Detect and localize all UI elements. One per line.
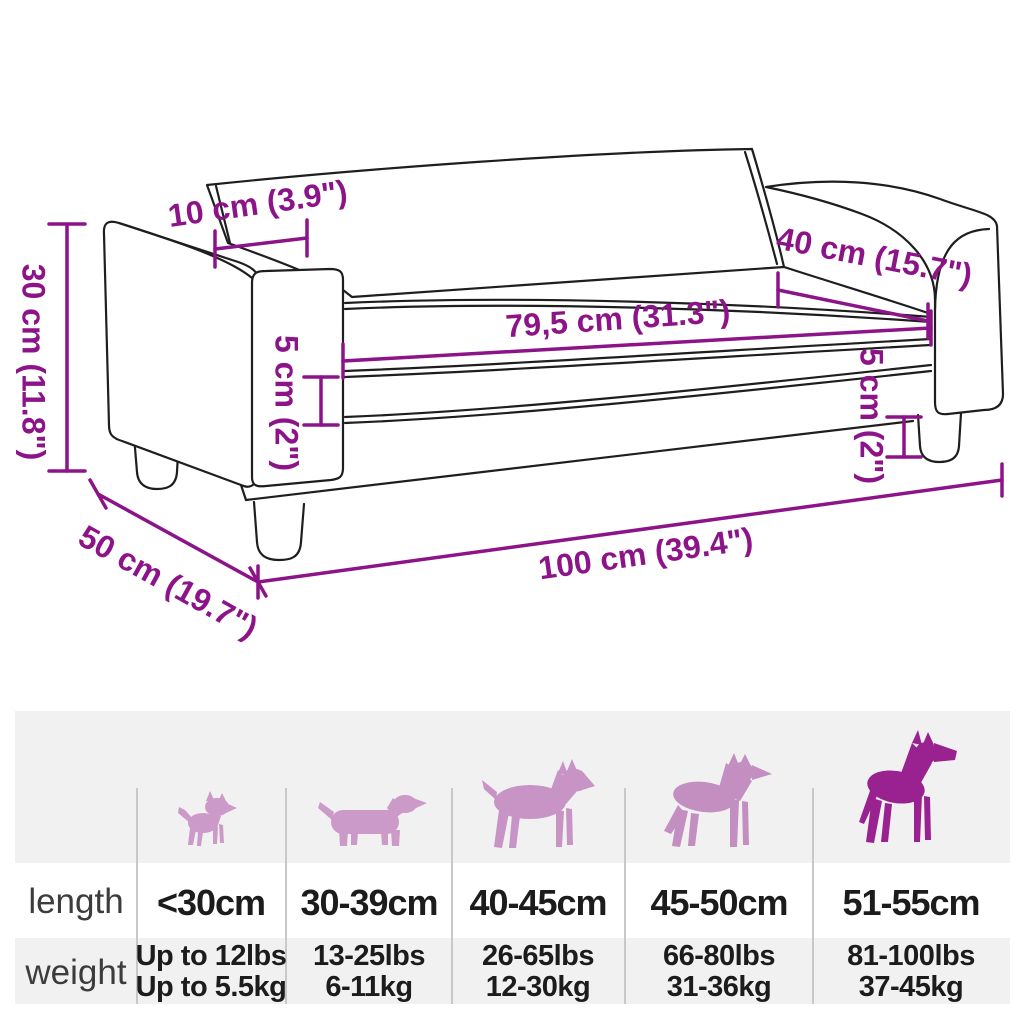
dim-label-cushion-left: 5 cm (2") [269,335,305,471]
dog-icon-bull-terrier [482,759,595,848]
sofa-armrest-left-inner [250,267,345,488]
weight-value: 81-100lbs 37-45kg [847,940,975,1003]
sofa-dimension-diagram: 30 cm (11.8") 10 cm (3.9") 79,5 cm (31.3… [16,147,1005,646]
dimension-height-30cm [47,222,87,473]
column-divider [136,788,138,1004]
dimension-width-100cm [256,462,1004,600]
sofa-base-corner [239,483,248,502]
sofa-seat-rear-edge [782,265,933,316]
length-value: <30cm [156,882,266,923]
sofa-base-bottom-edge [244,419,915,502]
dimension-inner-width-79cm [341,309,933,380]
sofa-outline [102,147,1005,562]
sofa-cushion-seam [343,298,933,319]
sofa-armrest-left-outer [102,220,261,488]
dimension-seat-depth-40cm [776,271,930,340]
sofa-backrest-piping-left [214,184,232,245]
dog-icon-chihuahua [178,791,237,846]
dimension-cushion-right-5cm [885,415,923,459]
dimension-lines [47,218,1004,600]
sofa-backrest-piping-right [743,150,779,266]
sofa-cushion-seam [343,304,933,324]
row-label-length: length [28,882,124,921]
column-divider [624,788,626,1004]
dog-icon-dachshund [318,795,427,846]
dimension-back-10cm [213,218,309,269]
dim-label-cushion-right: 5 cm (2") [854,348,890,484]
sofa-leg-right [916,411,963,464]
length-value: 40-45cm [469,882,607,923]
row-label-weight: weight [25,953,127,992]
sofa-armrest-right-corner-seam [933,227,991,312]
sofa-armrest-left-top-seam [117,221,254,280]
weight-value: 13-25lbs 6-11kg [312,940,426,1003]
sofa-leg-front-left [252,500,306,562]
weight-value: Up to 12lbs Up to 5.5kg [135,940,287,1003]
sofa-armrest-right [764,180,1005,416]
dim-label-depth: 50 cm (19.7") [73,518,264,646]
dimension-cushion-left-5cm [302,375,340,427]
column-divider [812,788,814,1004]
sofa-cushion-seam [343,369,933,425]
weight-value: 26-65lbs 12-30kg [481,940,595,1003]
dog-icon-great-dane [859,730,957,843]
column-divider [285,788,287,1004]
sofa-cushion-seam [343,363,933,419]
sofa-cushion-seam [343,337,933,373]
weight-value: 66-80lbs 31-36kg [662,940,776,1003]
dim-label-height: 30 cm (11.8") [16,264,52,461]
dog-icon-german-shepherd [664,753,772,847]
sofa-cushion-seam [343,343,933,379]
length-value: 45-50cm [650,882,788,923]
table-band-weight [15,938,1010,1004]
length-value: 30-39cm [300,882,438,923]
length-value: 51-55cm [842,882,980,923]
column-divider [451,788,453,1004]
